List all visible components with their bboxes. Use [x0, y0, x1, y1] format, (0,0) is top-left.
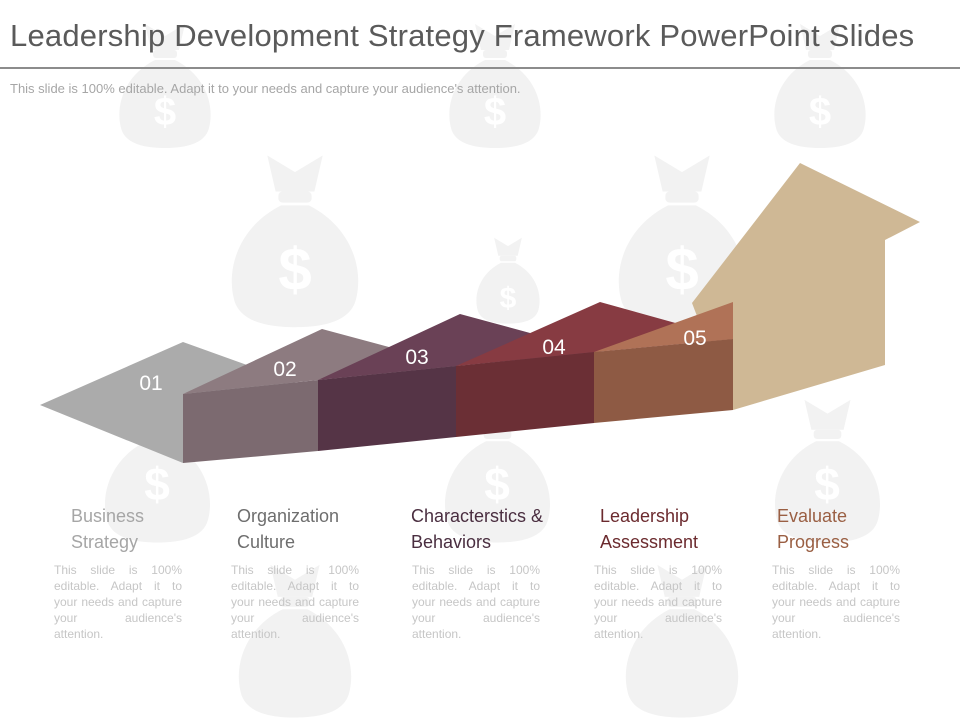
step-3-number: 03 [405, 346, 428, 369]
step-4-description: This slide is 100% editable. Adapt it to… [594, 563, 722, 641]
step-5-number: 05 [683, 327, 706, 350]
svg-text:$: $ [278, 236, 311, 303]
step-4-block [456, 302, 733, 437]
step-1-description: This slide is 100% editable. Adapt it to… [54, 563, 182, 641]
step-2-block [183, 329, 460, 463]
growth-arrow [692, 163, 920, 410]
slide-subtitle: This slide is 100% editable. Adapt it to… [10, 81, 521, 96]
svg-text:$: $ [500, 282, 517, 315]
svg-text:$: $ [484, 458, 510, 510]
step-2-description: This slide is 100% editable. Adapt it to… [231, 563, 359, 641]
svg-text:$: $ [665, 236, 698, 303]
step-3-label: Characterstics & Behaviors [411, 506, 544, 552]
step-5-description: This slide is 100% editable. Adapt it to… [772, 563, 900, 641]
step-1-label: Business Strategy [71, 506, 145, 552]
svg-text:$: $ [154, 90, 176, 134]
svg-text:$: $ [809, 90, 831, 134]
slide-title: Leadership Development Strategy Framewor… [10, 18, 915, 53]
step-2-number: 02 [273, 358, 296, 381]
title-divider [0, 67, 960, 69]
svg-text:$: $ [484, 90, 506, 134]
step-3-block [318, 314, 600, 451]
step-4-number: 04 [542, 336, 566, 359]
svg-text:$: $ [144, 458, 170, 510]
step-3-description: This slide is 100% editable. Adapt it to… [412, 563, 540, 641]
svg-text:$: $ [814, 458, 840, 510]
step-2-label: Organization Culture [237, 506, 340, 552]
step-4-label: Leadership Assessment [600, 506, 699, 552]
step-1-number: 01 [139, 372, 162, 395]
step-5-block [594, 302, 733, 423]
step-5-label: Evaluate Progress [777, 506, 850, 552]
